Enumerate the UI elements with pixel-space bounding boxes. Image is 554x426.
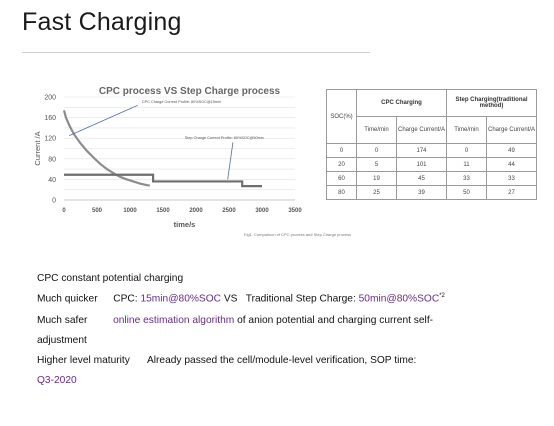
footnote-mark: *2 <box>439 293 445 299</box>
table-cell: 45 <box>395 171 448 186</box>
table-subheader: Time/min <box>446 116 488 144</box>
y-tick-label: 80 <box>48 156 56 163</box>
annotation-cpc-pointer <box>69 104 139 136</box>
table-cell: 20 <box>326 157 357 172</box>
annotation-step-pointer <box>227 142 234 180</box>
step-series-line <box>64 173 262 188</box>
text-line-adjustment: adjustment <box>37 335 87 346</box>
table-cell: 80 <box>326 185 357 200</box>
cpc-label: CPC: <box>113 293 141 305</box>
table-subheader: Charge Current/A <box>395 116 448 144</box>
table-cell: 27 <box>486 185 538 200</box>
table-cell: 11 <box>446 157 488 172</box>
online-algorithm-text: online estimation algorithm <box>113 315 235 326</box>
table-cell: 19 <box>356 171 397 186</box>
label-much-quicker: Much quicker <box>37 293 98 305</box>
table-cell: 174 <box>395 143 448 158</box>
table-group-step: Step Charging(traditional method) <box>446 89 538 117</box>
charging-comparison-chart: CPC process VS Step Charge process 0 40 80 1… <box>33 86 302 229</box>
annotation-step: Step Charge Current Profile: 80%SOC@50mi… <box>185 136 264 140</box>
table-cell: 0 <box>326 143 357 158</box>
x-tick-label: 2000 <box>189 208 203 214</box>
text-line-quicker: Much quicker CPC: 15min@80%SOC VS Tradit… <box>37 293 445 304</box>
table-row: 0 0 174 0 49 <box>326 143 538 158</box>
y-tick-label: 200 <box>44 95 56 102</box>
cpc-series-line <box>62 110 150 187</box>
table-corner-header: SOC(%) <box>326 89 357 144</box>
x-tick-label: 0 <box>62 208 66 214</box>
table-cell: 39 <box>395 185 448 200</box>
x-tick-label: 3000 <box>255 208 269 214</box>
annotation-cpc: CPC Charge Current Profile: 80%SOC@15min <box>142 100 221 104</box>
table-cell: 33 <box>446 171 488 186</box>
table-cell: 5 <box>356 157 397 172</box>
sop-date: Q3-2020 <box>37 375 77 386</box>
y-tick-label: 120 <box>44 136 56 143</box>
table-cell: 0 <box>356 143 397 158</box>
text-line-maturity: Higher level maturity Already passed the… <box>37 355 416 366</box>
label-maturity: Higher level maturity <box>37 355 130 366</box>
text-line-cpc: CPC constant potential charging <box>37 273 183 284</box>
y-tick-label: 160 <box>44 115 56 122</box>
table-cell: 0 <box>446 143 488 158</box>
x-tick-label: 3500 <box>288 208 302 214</box>
title-divider <box>22 52 370 53</box>
cpc-value: 15min@80%SOC <box>140 293 222 305</box>
y-axis-label: Current /A <box>33 131 42 165</box>
maturity-description: Already passed the cell/module-level ver… <box>146 355 417 366</box>
table-subheader: Time/min <box>356 116 397 144</box>
x-axis-label: time/s <box>174 220 196 229</box>
charging-comparison-table: SOC(%) CPC Charging Step Charging(tradit… <box>326 89 538 200</box>
x-tick-label: 1000 <box>123 208 137 214</box>
table-cell: 33 <box>486 171 538 186</box>
table-cell: 60 <box>326 171 357 186</box>
chart-title: CPC process VS Step Charge process <box>99 86 281 97</box>
table-cell: 49 <box>486 143 538 158</box>
table-row: 80 25 39 50 27 <box>326 185 538 200</box>
y-tick-label: 40 <box>48 177 56 184</box>
table-row: 20 5 101 11 44 <box>326 157 538 172</box>
line-heading: CPC constant potential charging <box>37 273 184 284</box>
table-cell: 25 <box>356 185 397 200</box>
label-much-safer: Much safer <box>37 315 88 326</box>
slide-title: Fast Charging <box>22 8 182 36</box>
table-cell: 44 <box>486 157 538 172</box>
text-line-safer: Much safer online estimation algorithm o… <box>37 315 433 326</box>
x-tick-label: 1500 <box>156 208 170 214</box>
x-tick-label: 500 <box>92 208 103 214</box>
safer-description: of anion potential and charging current … <box>234 315 434 326</box>
table-group-cpc: CPC Charging <box>355 89 448 117</box>
table-cell: 50 <box>446 185 488 200</box>
table-cell: 101 <box>395 157 448 172</box>
vs-traditional-label: VS Traditional Step Charge: <box>221 293 359 305</box>
y-tick-label: 0 <box>52 198 56 205</box>
table-row: 60 19 45 33 33 <box>326 171 538 186</box>
x-tick-label: 2500 <box>222 208 236 214</box>
table-subheader: Charge Current/A <box>486 116 538 144</box>
step-value: 50min@80%SOC <box>358 293 440 305</box>
chart-caption: Fig1. Comparison of CPC process and Step… <box>244 232 352 237</box>
